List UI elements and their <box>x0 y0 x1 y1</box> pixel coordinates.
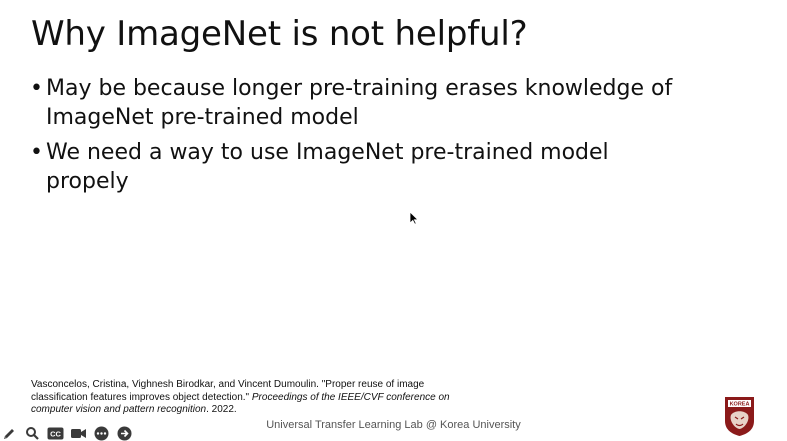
citation-year: . 2022. <box>206 404 237 415</box>
bullet-text: May be because longer pre-training erase… <box>46 76 673 130</box>
citation: Vasconcelos, Cristina, Vighnesh Birodkar… <box>31 379 451 417</box>
pen-icon[interactable] <box>0 426 19 441</box>
bullet-item: • May be because longer pre-training era… <box>30 74 750 132</box>
mouse-cursor-icon <box>409 211 419 225</box>
slide-footer: Universal Transfer Learning Lab @ Korea … <box>266 419 521 431</box>
bullet-text: We need a way to use ImageNet pre-traine… <box>46 140 609 194</box>
search-icon[interactable] <box>23 426 42 441</box>
next-arrow-icon[interactable] <box>115 426 134 441</box>
more-icon[interactable] <box>92 426 111 441</box>
slide-title: Why ImageNet is not helpful? <box>31 14 528 54</box>
bullet-list: • May be because longer pre-training era… <box>30 74 750 202</box>
bullet-marker: • <box>30 140 43 165</box>
closed-caption-icon[interactable]: CC <box>46 426 65 441</box>
bullet-item: • We need a way to use ImageNet pre-trai… <box>30 138 750 196</box>
presentation-toolbar: CC <box>0 426 134 441</box>
cc-label: CC <box>50 430 61 439</box>
citation-authors: Vasconcelos, Cristina, Vighnesh Birodkar… <box>31 379 425 403</box>
korea-university-logo: KOREA <box>725 397 754 436</box>
svg-text:KOREA: KOREA <box>730 402 750 408</box>
bullet-marker: • <box>30 76 43 101</box>
video-camera-icon[interactable] <box>69 426 88 441</box>
citation-venue: Proceedings of the IEEE/CVF conference o… <box>31 391 450 416</box>
